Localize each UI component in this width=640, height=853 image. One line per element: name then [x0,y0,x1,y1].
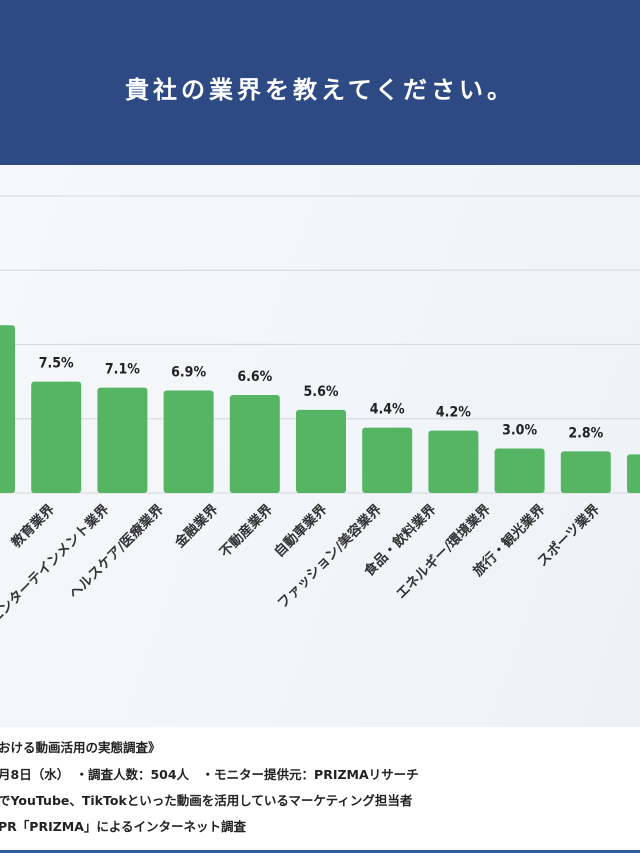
bar [229,394,280,493]
header-banner: 貴社の業界を教えてください。 [0,0,640,165]
bar [0,325,15,493]
data-label: 6.6% [237,369,272,385]
data-label: 7.1% [105,362,140,378]
bar [296,409,346,493]
survey-title-line: おける動画活用の実態調査》 [0,740,161,755]
data-label: 2.8% [568,425,603,441]
survey-target-line: でYouTube、TikTokといった動画を活用しているマーケティング担当者 [0,793,413,808]
data-label: 5.6% [304,384,339,400]
data-label: 3.0% [502,422,537,438]
category-label: ファッション/美容業界 [274,500,385,611]
survey-info: おける動画活用の実態調査》 月8日（水） ・調査人数：504人 ・モニター提供元… [0,727,640,851]
category-label: 教育業界 [8,500,59,551]
category-label: 不動産業界 [216,500,276,560]
bar [163,390,214,493]
bar [494,448,545,493]
bar-chart: %7.5%7.1%6.9%6.6%5.6%4.4%4.2%3.0%2.8%2教育… [0,195,640,627]
survey-date-line: 月8日（水） ・調査人数：504人 ・モニター提供元：PRIZMAリサーチ [0,767,419,782]
bar [627,454,640,493]
data-label: 4.4% [370,402,405,418]
category-label: 自動車業界 [271,500,331,560]
page-title: 貴社の業界を教えてください。 [124,76,516,104]
bar [97,387,148,493]
data-label: 6.9% [171,365,206,381]
category-label: 金融業界 [170,500,221,551]
bar [428,430,479,493]
survey-method-line: PR「PRIZMA」によるインターネット調査 [0,819,247,834]
category-label: エネルギー/環境業界 [392,500,494,602]
bar [362,427,413,493]
bottom-rule [0,850,640,853]
bar [31,381,82,493]
data-label: 4.2% [436,405,471,421]
data-label: 7.5% [39,356,74,372]
category-label: ヘルスケア/医療業界 [65,500,167,602]
bar [560,451,611,493]
